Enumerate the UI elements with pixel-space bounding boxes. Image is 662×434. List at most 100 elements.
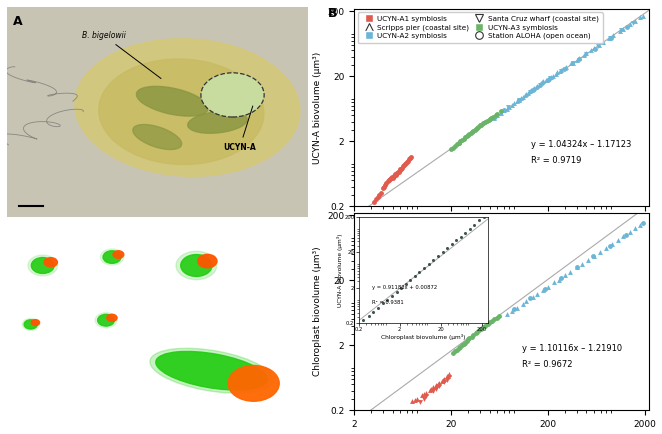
Point [543, 76, 553, 83]
Point [559, 272, 570, 279]
Ellipse shape [136, 86, 209, 116]
Point [509, 306, 520, 312]
Circle shape [44, 258, 58, 267]
Point [604, 242, 615, 249]
Point [614, 28, 625, 35]
Circle shape [198, 254, 217, 268]
Point [635, 222, 645, 229]
Point [467, 128, 477, 135]
Point [607, 240, 618, 247]
Point [402, 158, 412, 165]
Point [480, 118, 491, 125]
Point [605, 34, 616, 41]
Point [487, 113, 498, 120]
Point [579, 52, 589, 59]
Circle shape [228, 365, 279, 401]
Point [398, 163, 408, 170]
Circle shape [24, 320, 37, 329]
Point [583, 256, 593, 263]
Point [506, 102, 517, 108]
Point [519, 92, 530, 99]
Point [476, 325, 487, 332]
Point [612, 237, 623, 244]
Point [448, 350, 458, 357]
Point [493, 313, 504, 320]
Circle shape [28, 255, 58, 276]
Point [458, 340, 469, 347]
Point [555, 275, 566, 282]
Point [540, 285, 550, 292]
Text: B: B [328, 7, 338, 20]
Point [457, 342, 467, 349]
Point [428, 388, 438, 395]
Point [574, 55, 585, 62]
Point [400, 161, 410, 168]
Circle shape [113, 251, 124, 258]
Point [622, 24, 632, 31]
Point [567, 59, 578, 66]
Point [498, 107, 509, 114]
Point [431, 386, 442, 393]
Point [498, 107, 509, 114]
Point [567, 59, 578, 66]
Point [586, 46, 596, 53]
Point [544, 74, 554, 81]
Legend: UCYN-A1 symbiosis, Scripps pier (coastal site), UCYN-A2 symbiosis, Santa Cruz wh: UCYN-A1 symbiosis, Scripps pier (coastal… [357, 12, 602, 43]
Point [604, 35, 614, 42]
Point [416, 392, 427, 399]
Point [431, 381, 442, 388]
Point [589, 45, 599, 52]
Point [453, 345, 464, 352]
Point [538, 286, 549, 293]
Point [618, 25, 628, 32]
Point [588, 253, 598, 260]
Ellipse shape [99, 59, 264, 164]
Point [518, 300, 528, 307]
Point [523, 89, 534, 96]
Text: A: A [13, 15, 23, 28]
Point [618, 233, 628, 240]
Point [483, 321, 493, 328]
Point [404, 156, 414, 163]
Point [638, 12, 648, 19]
Point [453, 139, 464, 146]
Point [589, 45, 600, 52]
Point [458, 135, 469, 142]
Point [383, 178, 394, 185]
Circle shape [201, 73, 264, 117]
Point [537, 79, 547, 85]
Point [547, 72, 558, 79]
Point [379, 183, 390, 190]
Point [369, 199, 379, 206]
Point [480, 322, 491, 329]
Point [558, 66, 569, 73]
Point [451, 141, 462, 148]
Point [426, 385, 436, 392]
Point [532, 82, 542, 89]
Point [414, 398, 425, 405]
Point [471, 125, 482, 132]
Point [442, 373, 452, 380]
Ellipse shape [156, 352, 267, 390]
Circle shape [101, 249, 124, 265]
Point [428, 384, 438, 391]
Point [489, 115, 499, 122]
Point [405, 155, 416, 161]
Point [474, 327, 485, 334]
Point [566, 60, 577, 67]
Point [529, 85, 540, 92]
Point [388, 173, 399, 180]
Point [638, 220, 648, 227]
Point [449, 142, 460, 149]
Point [461, 338, 472, 345]
Point [461, 133, 472, 140]
Point [561, 63, 571, 70]
Point [386, 174, 397, 181]
Point [464, 334, 475, 341]
Point [511, 98, 522, 105]
Point [482, 118, 493, 125]
Point [453, 139, 464, 146]
Point [630, 17, 641, 24]
Point [492, 314, 502, 321]
Point [390, 171, 401, 178]
